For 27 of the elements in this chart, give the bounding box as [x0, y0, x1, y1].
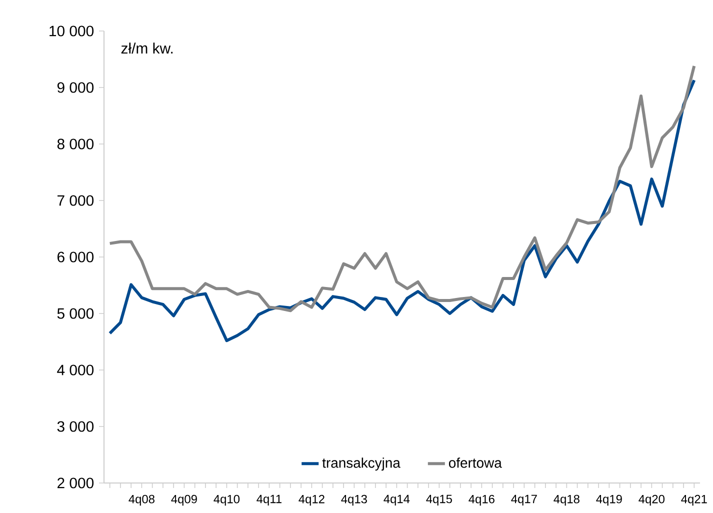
y-tick-label: 5 000 [57, 308, 94, 319]
y-tick-label: 3 000 [57, 421, 94, 432]
y-tick-label: 9 000 [57, 82, 94, 93]
x-tick-label: 4q13 [341, 494, 367, 506]
x-tick-label: 4q09 [171, 494, 197, 506]
y-tick-label: 2 000 [58, 478, 94, 488]
x-tick-label: 4q21 [681, 494, 707, 506]
x-tick-label: 4q08 [128, 494, 154, 506]
legend-label: transakcyjna [322, 458, 400, 471]
legend-label: ofertowa [448, 458, 502, 468]
x-tick-label: 4q10 [214, 494, 240, 506]
x-tick-label: 4q20 [638, 494, 664, 506]
x-tick-label: 4q19 [596, 494, 622, 506]
x-tick-label: 4q12 [298, 494, 324, 506]
y-tick-label: 7 000 [58, 195, 94, 206]
x-tick-label: 4q11 [256, 494, 282, 506]
y-tick-label: 6 000 [58, 252, 94, 262]
x-tick-label: 4q17 [511, 494, 537, 506]
x-tick-label: 4q18 [554, 494, 580, 506]
x-tick-label: 4q14 [384, 494, 410, 506]
line-series [108, 78, 696, 342]
y-tick-label: 4 000 [57, 364, 94, 376]
x-tick-label: 4q16 [468, 494, 494, 506]
annotation: zł/m kw. [121, 42, 173, 54]
x-tick-label: 4q15 [426, 494, 452, 506]
y-tick-label: 8 000 [57, 138, 94, 150]
y-tick-label: 10 000 [50, 26, 94, 36]
